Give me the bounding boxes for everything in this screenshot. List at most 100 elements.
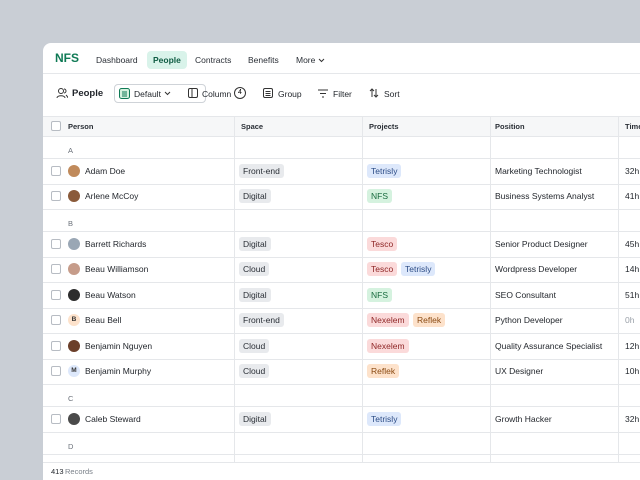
divider — [43, 282, 640, 283]
project-tag: Nexelem — [367, 338, 409, 353]
nav-item[interactable]: Dashboard — [96, 55, 138, 65]
position: Senior Product Designer — [495, 238, 588, 249]
project-tag: NFS — [367, 189, 392, 204]
project-tag: Reflek — [367, 364, 400, 379]
record-count: 413 — [51, 467, 64, 476]
filter-icon — [318, 89, 328, 98]
divider — [43, 333, 640, 334]
record-label: Records — [65, 467, 93, 476]
sort-icon — [369, 88, 379, 98]
time: 51h — [625, 289, 640, 300]
time: 45h — [625, 238, 640, 249]
avatar: M — [68, 365, 80, 378]
person-name[interactable]: Arlene McCoy — [85, 191, 139, 202]
time: 12h — [625, 340, 640, 351]
column-header: Space — [241, 122, 264, 131]
divider — [43, 183, 640, 185]
time: 0h — [625, 315, 635, 326]
space-tag: Front-end — [239, 163, 284, 178]
person-name[interactable]: Caleb Steward — [85, 413, 141, 424]
avatar — [68, 164, 80, 177]
column-divider — [362, 116, 363, 462]
column-header: Position — [495, 122, 525, 131]
person-name[interactable]: Adam Doe — [85, 165, 126, 176]
checkbox[interactable] — [51, 165, 61, 176]
position: Quality Assurance Specialist — [495, 340, 603, 351]
view-icon — [119, 88, 130, 99]
view-select[interactable]: Default — [114, 84, 206, 103]
person-name[interactable]: Barrett Richards — [85, 238, 147, 249]
nav-item[interactable]: People — [147, 51, 187, 69]
checkbox[interactable] — [51, 238, 61, 249]
divider — [43, 158, 640, 159]
project-tag: Tetrisly — [401, 262, 436, 277]
nav-item[interactable]: More — [290, 51, 331, 69]
divider — [43, 384, 640, 385]
group-button[interactable]: Group — [278, 89, 302, 99]
column-button[interactable]: Column — [202, 89, 232, 99]
checkbox[interactable] — [51, 191, 61, 202]
project-tag: Tesco — [367, 262, 398, 277]
project-tag: Reflek — [413, 313, 446, 328]
nav-divider — [43, 73, 640, 74]
position: Marketing Technologist — [495, 165, 582, 176]
person-name[interactable]: Beau Watson — [85, 289, 136, 300]
chevron — [318, 58, 325, 63]
time: 14h — [625, 264, 640, 275]
divider — [43, 307, 640, 309]
divider — [43, 256, 640, 258]
column-header: Time — [625, 122, 640, 131]
filter-button[interactable]: Filter — [333, 89, 352, 99]
time: 10h — [625, 366, 640, 377]
position: SEO Consultant — [495, 289, 556, 300]
person-name[interactable]: Beau Bell — [85, 315, 122, 326]
checkbox[interactable] — [51, 264, 61, 275]
avatar — [68, 190, 80, 203]
checkbox[interactable] — [51, 340, 61, 351]
person-name[interactable]: Beau Williamson — [85, 264, 149, 275]
space-tag: Digital — [239, 411, 271, 426]
divider — [43, 453, 640, 455]
avatar — [68, 412, 80, 425]
avatar — [68, 288, 80, 301]
group-icon — [263, 88, 273, 98]
nav-item[interactable]: Benefits — [248, 55, 279, 65]
project-tag: Tetrisly — [367, 163, 402, 178]
footer: 413 Records — [43, 462, 640, 480]
checkbox[interactable] — [51, 413, 61, 424]
page-title: People — [72, 88, 104, 99]
checkbox[interactable] — [51, 366, 61, 377]
space-tag: Cloud — [239, 338, 270, 353]
checkbox[interactable] — [51, 289, 61, 300]
column-divider — [618, 116, 619, 462]
chevron — [164, 91, 171, 96]
divider — [43, 431, 640, 433]
time: 32h — [625, 413, 640, 424]
avatar — [68, 263, 80, 276]
logo[interactable]: NFS — [55, 51, 79, 65]
position: Python Developer — [495, 315, 563, 326]
column-icon — [188, 88, 198, 98]
sort-button[interactable]: Sort — [384, 89, 400, 99]
person-name[interactable]: Benjamin Nguyen — [85, 340, 153, 351]
position: Business Systems Analyst — [495, 191, 595, 202]
avatar: B — [68, 314, 80, 327]
column-divider — [490, 116, 491, 462]
space-tag: Front-end — [239, 313, 284, 328]
nav-item[interactable]: Contracts — [195, 55, 232, 65]
space-tag: Cloud — [239, 262, 270, 277]
checkbox[interactable] — [51, 315, 61, 326]
people-icon — [56, 88, 68, 99]
project-tag: Tesco — [367, 236, 398, 251]
avatar — [68, 237, 80, 250]
column-divider — [234, 116, 235, 462]
divider — [43, 358, 640, 360]
position: UX Designer — [495, 366, 544, 377]
time: 32h — [625, 165, 640, 176]
column-count: 4 — [234, 87, 246, 99]
checkbox[interactable] — [51, 121, 61, 131]
divider — [43, 209, 640, 210]
position: Wordpress Developer — [495, 264, 578, 275]
person-name[interactable]: Benjamin Murphy — [85, 366, 152, 377]
